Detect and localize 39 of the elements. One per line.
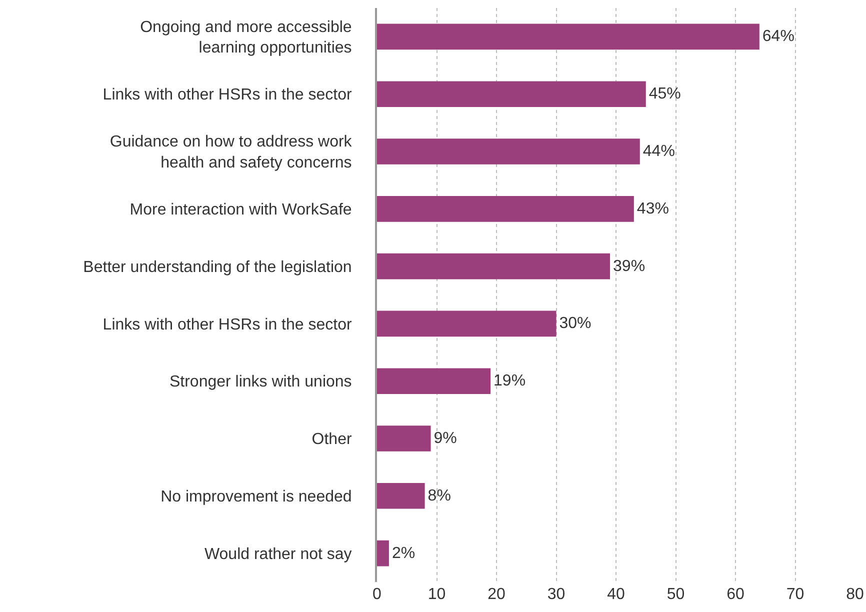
bar <box>377 310 556 337</box>
bar <box>377 368 491 394</box>
bar <box>377 540 389 566</box>
y-tick-label: Links with other HSRs in the sector <box>102 316 352 334</box>
x-tick-label: 60 <box>726 586 744 603</box>
x-tick-label: 50 <box>666 586 685 603</box>
bar <box>377 426 431 452</box>
data-label: 39% <box>613 258 646 275</box>
y-tick-label: Ongoing and more accessible learning opportunities <box>140 18 352 57</box>
data-label: 64% <box>762 28 794 46</box>
y-tick-label: No improvement is needed <box>160 488 352 506</box>
x-tick-label: 30 <box>547 586 566 603</box>
data-label: 44% <box>642 143 675 160</box>
y-tick-label: Other <box>312 431 352 448</box>
bar <box>377 24 760 50</box>
bar <box>377 196 634 222</box>
y-tick-label: Would rather not say <box>204 546 352 563</box>
bar <box>377 138 640 164</box>
data-label: 8% <box>428 487 451 504</box>
y-tick-label: Stronger links with unions <box>169 374 352 391</box>
y-tick-label: Better understanding of the legislation <box>83 258 352 276</box>
bar <box>377 81 646 108</box>
data-label: 43% <box>636 200 669 218</box>
data-label: 30% <box>559 315 592 332</box>
y-tick-label: More interaction with WorkSafe <box>130 202 352 218</box>
x-tick-label: 0 <box>372 586 382 603</box>
data-label: 19% <box>494 372 526 390</box>
x-tick-label: 20 <box>488 586 506 603</box>
x-tick-label: 70 <box>786 586 804 603</box>
x-tick-label: 10 <box>428 586 446 603</box>
y-tick-label: Guidance on how to address work health and safety concerns <box>110 134 353 172</box>
data-label: 9% <box>434 430 457 448</box>
x-tick-label: 80 <box>846 586 864 603</box>
bar <box>377 482 425 509</box>
data-label: 2% <box>392 544 416 562</box>
x-tick-label: 40 <box>607 586 625 603</box>
y-tick-label: Links with other HSRs in the sector <box>102 86 352 104</box>
bar <box>377 253 610 280</box>
data-label: 45% <box>648 86 681 103</box>
